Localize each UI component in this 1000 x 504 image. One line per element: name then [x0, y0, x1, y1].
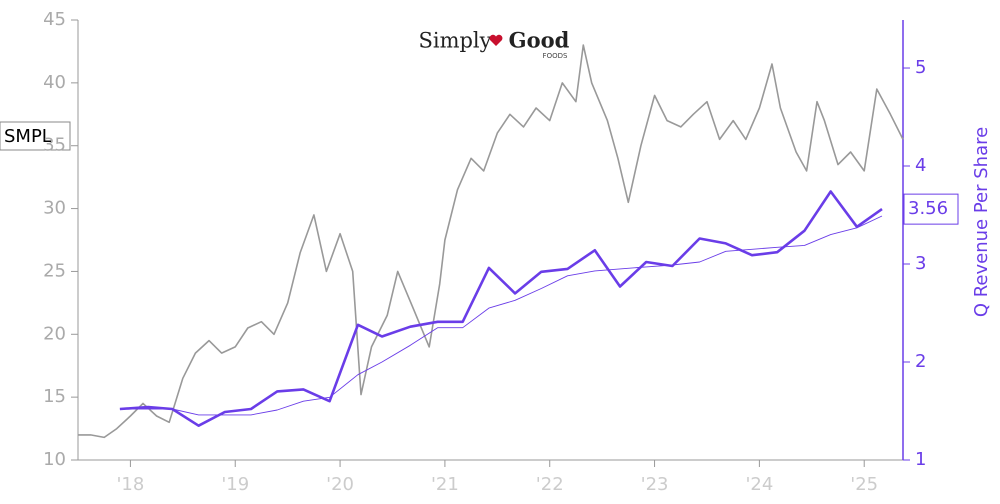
logo-sub: FOODS	[543, 52, 568, 60]
x-tick-label: '22	[536, 474, 564, 495]
series-line	[78, 44, 904, 439]
y2-axis-label: Q Revenue Per Share	[971, 127, 992, 317]
last-value-label: 3.56	[908, 198, 948, 219]
y2-tick-label: 3	[915, 253, 926, 274]
x-tick-label: '18	[116, 474, 144, 495]
y-tick-label: 15	[43, 386, 66, 407]
series-line	[119, 215, 883, 416]
x-tick-label: '23	[641, 474, 669, 495]
logo-second: Good	[509, 28, 570, 53]
x-tick-label: '25	[850, 474, 878, 495]
y-tick-label: 10	[43, 449, 66, 470]
y2-tick-label: 5	[915, 57, 926, 78]
logo-heart	[489, 34, 503, 46]
x-tick-label: '19	[221, 474, 249, 495]
last-value-box	[903, 193, 959, 225]
y-tick-label: 35	[43, 135, 66, 156]
y2-tick-label: 1	[915, 449, 926, 470]
x-tick-label: '24	[745, 474, 773, 495]
y-tick-label: 45	[43, 9, 66, 30]
ticker-box	[0, 121, 71, 151]
x-tick-label: '21	[431, 474, 459, 495]
y-tick-label: 40	[43, 72, 66, 93]
series-line	[119, 190, 883, 427]
ticker-label: SMPL	[4, 126, 52, 147]
y-tick-label: 20	[43, 323, 66, 344]
y-tick-label: 25	[43, 260, 66, 281]
y2-tick-label: 2	[915, 351, 926, 372]
y-tick-label: 30	[43, 198, 66, 219]
x-tick-label: '20	[326, 474, 354, 495]
logo-first: Simply	[418, 29, 491, 53]
y2-tick-label: 4	[915, 155, 926, 176]
